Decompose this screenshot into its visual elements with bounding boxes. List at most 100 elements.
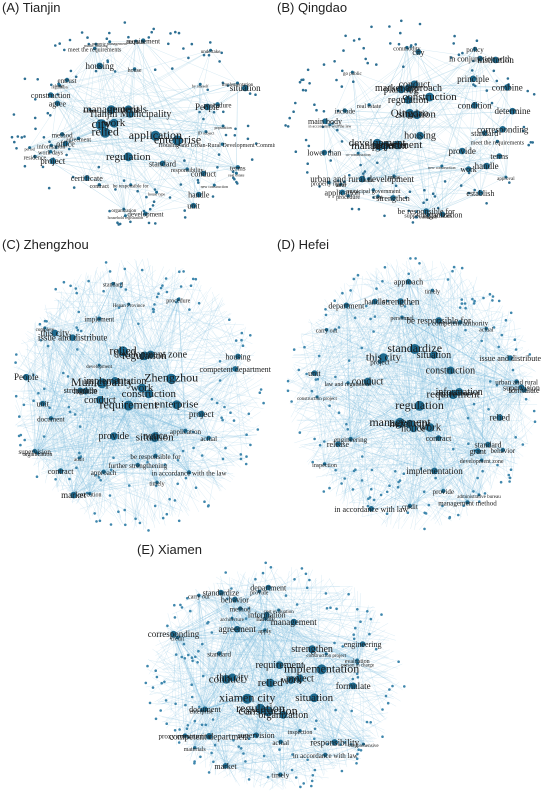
minor-node xyxy=(183,216,187,219)
edge xyxy=(337,443,410,507)
edge xyxy=(414,84,508,88)
edge xyxy=(72,337,189,516)
edge xyxy=(128,405,227,490)
edge xyxy=(50,151,100,185)
word-label: relied xyxy=(490,413,511,423)
edge xyxy=(408,99,443,215)
word-node xyxy=(82,387,89,395)
edge xyxy=(314,373,325,465)
minor-node xyxy=(94,69,98,73)
edge xyxy=(233,580,284,715)
edge xyxy=(256,629,266,736)
word-node xyxy=(324,328,329,332)
edge xyxy=(259,591,313,650)
word-node xyxy=(97,378,107,389)
edge xyxy=(346,305,420,515)
edge xyxy=(173,634,195,748)
edge xyxy=(203,144,223,174)
edge xyxy=(240,608,266,619)
minor-node xyxy=(305,372,308,376)
word-label: management xyxy=(369,415,431,429)
edge xyxy=(177,637,281,775)
minor-node xyxy=(529,141,533,144)
edge xyxy=(346,305,372,509)
edge xyxy=(433,354,500,418)
edge xyxy=(99,318,138,466)
word-label: enterprise xyxy=(155,399,198,411)
word-label: undertake xyxy=(201,50,221,55)
edge xyxy=(240,608,335,743)
edge xyxy=(259,591,266,631)
minor-node xyxy=(329,159,332,162)
edge xyxy=(251,643,363,776)
edge xyxy=(201,682,271,711)
edge xyxy=(54,303,129,334)
edge xyxy=(21,339,138,466)
word-label: situation xyxy=(136,432,174,444)
edge xyxy=(270,653,327,684)
edge xyxy=(85,391,90,494)
edge xyxy=(266,614,284,715)
edge xyxy=(409,113,429,216)
edge xyxy=(85,313,231,392)
edge xyxy=(314,305,347,374)
edge xyxy=(34,337,73,452)
edge xyxy=(303,290,433,400)
edge xyxy=(27,331,143,389)
edge xyxy=(237,326,246,357)
edge xyxy=(232,649,313,678)
edge xyxy=(50,393,149,419)
edge xyxy=(334,735,371,743)
edge xyxy=(432,290,500,418)
edge xyxy=(208,736,241,772)
word-label: real estate xyxy=(357,104,381,110)
edge xyxy=(168,707,210,737)
minor-node xyxy=(161,516,165,520)
edge xyxy=(155,435,244,458)
edge xyxy=(477,310,510,452)
edge xyxy=(430,460,482,521)
edge xyxy=(283,650,394,716)
edge xyxy=(156,430,186,483)
edge xyxy=(220,592,396,641)
edge xyxy=(166,587,269,729)
edge xyxy=(187,106,208,170)
edge xyxy=(324,444,489,465)
minor-node xyxy=(201,642,204,646)
edge xyxy=(101,106,208,125)
word-node xyxy=(477,493,481,497)
edge xyxy=(40,437,155,473)
minor-node xyxy=(464,328,467,332)
edge xyxy=(201,710,257,736)
edge xyxy=(173,594,342,635)
minor-node xyxy=(369,721,372,724)
minor-node xyxy=(66,375,70,378)
edge xyxy=(201,583,222,711)
edge xyxy=(408,277,454,282)
edge xyxy=(80,275,92,391)
edge xyxy=(132,404,177,519)
minor-node xyxy=(97,476,101,479)
edge xyxy=(209,643,363,766)
edge xyxy=(283,621,294,715)
edge xyxy=(379,361,500,418)
edge xyxy=(130,113,178,141)
word-node xyxy=(315,395,319,399)
edge xyxy=(34,332,56,452)
minor-node xyxy=(246,124,250,128)
edge xyxy=(204,709,257,736)
edge xyxy=(316,301,401,398)
edge xyxy=(208,435,252,439)
edge xyxy=(226,649,313,680)
edge xyxy=(198,595,389,658)
edge xyxy=(42,354,151,404)
word-node xyxy=(356,151,360,155)
edge xyxy=(432,290,536,373)
edge xyxy=(42,370,253,404)
edge xyxy=(383,320,439,358)
edge xyxy=(44,327,138,466)
edge xyxy=(409,460,482,507)
minor-node xyxy=(105,37,109,40)
edge xyxy=(60,368,236,472)
edge xyxy=(209,730,301,763)
